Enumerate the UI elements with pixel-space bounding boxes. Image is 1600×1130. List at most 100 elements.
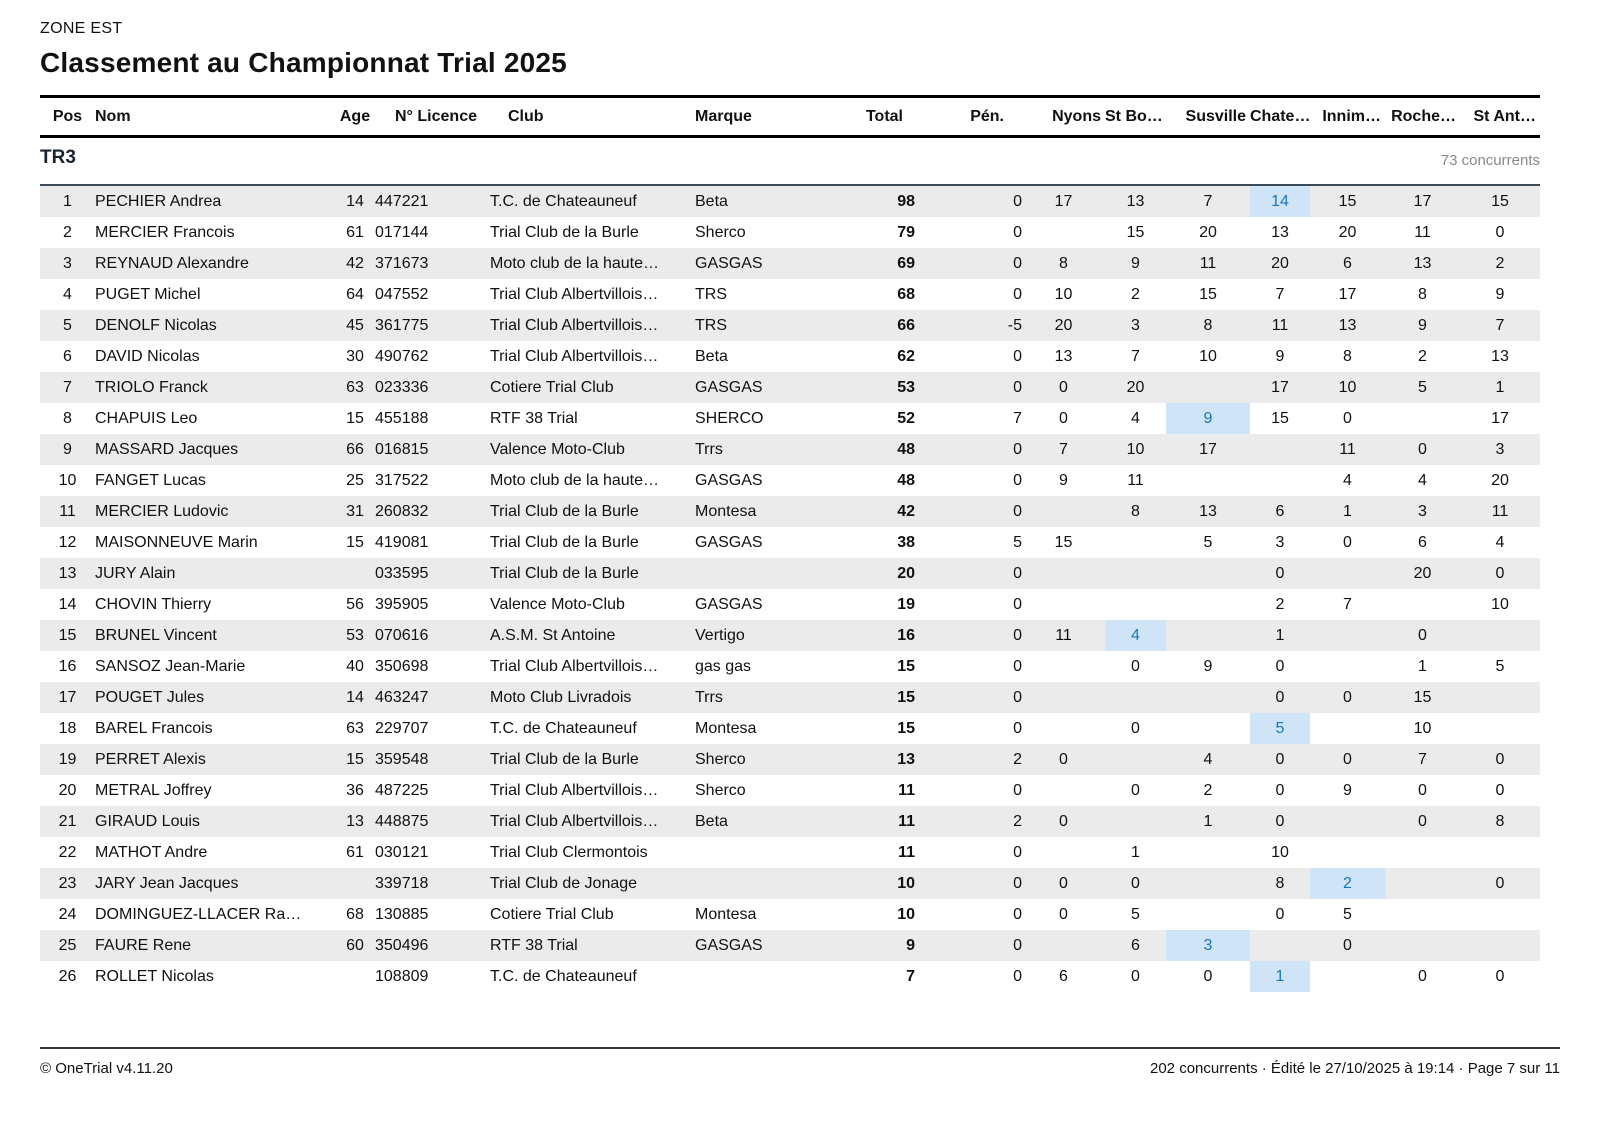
cell-event-innim: 0 bbox=[1310, 682, 1385, 713]
table-row: 21 GIRAUD Louis 13 448875 Trial Club Alb… bbox=[40, 806, 1540, 837]
cell-event-st-ant: 15 bbox=[1460, 185, 1540, 217]
cell-club: Trial Club Albertvillois… bbox=[490, 657, 659, 675]
cell-event-nyons: 6 bbox=[1059, 967, 1068, 985]
cell-club: Trial Club de la Burle bbox=[490, 533, 639, 551]
cell-event-nyons: 0 bbox=[1059, 409, 1068, 427]
cell-event-st-ant: 1 bbox=[1460, 372, 1540, 403]
cell-event-chate: 1 bbox=[1250, 620, 1310, 651]
cell-event-innim: 10 bbox=[1310, 372, 1385, 403]
results-table: Pos Nom Age N° Licence Club Marque Total… bbox=[40, 95, 1540, 992]
cell-age: 66 bbox=[335, 434, 375, 465]
cell-club: Valence Moto-Club bbox=[490, 595, 625, 613]
cell-pos: 20 bbox=[58, 781, 77, 799]
cell-event-st-ant: 17 bbox=[1491, 409, 1509, 427]
cell-licence: 350496 bbox=[375, 930, 490, 961]
col-header-total: Total bbox=[800, 95, 915, 138]
col-header-event-chate: Chate… bbox=[1250, 95, 1310, 138]
cell-event-st-bo: 4 bbox=[1131, 409, 1140, 427]
cell-marque bbox=[695, 837, 800, 868]
cell-nom: METRAL Joffrey bbox=[95, 781, 212, 799]
cell-event-chate: 20 bbox=[1250, 248, 1310, 279]
cell-age bbox=[335, 558, 375, 589]
table-header-row: Pos Nom Age N° Licence Club Marque Total… bbox=[40, 95, 1540, 138]
cell-total: 69 bbox=[800, 248, 915, 279]
table-row: 24 DOMINGUEZ-LLACER Ra… 68 130885 Cotier… bbox=[40, 899, 1540, 930]
cell-age: 61 bbox=[346, 843, 364, 861]
cell-event-susville: 5 bbox=[1203, 533, 1213, 551]
cell-event-innim: 4 bbox=[1343, 471, 1352, 489]
cell-total: 11 bbox=[898, 781, 915, 799]
cell-licence: 447221 bbox=[375, 185, 490, 217]
cell-event-susville: 17 bbox=[1166, 434, 1250, 465]
cell-event-st-bo: 15 bbox=[1126, 223, 1145, 241]
cell-event-chate: 5 bbox=[1250, 713, 1310, 744]
category-competitor-count: 73 concurrents bbox=[1440, 152, 1540, 169]
cell-event-st-bo: 3 bbox=[1105, 310, 1166, 341]
cell-nom: PERRET Alexis bbox=[95, 744, 335, 775]
table-row: 23 JARY Jean Jacques 339718 Trial Club d… bbox=[40, 868, 1540, 899]
cell-nom: JURY Alain bbox=[95, 558, 335, 589]
cell-event-st-ant: 0 bbox=[1495, 967, 1505, 985]
cell-event-roche: 8 bbox=[1418, 285, 1427, 303]
cell-licence: 260832 bbox=[375, 496, 490, 527]
cell-marque: TRS bbox=[695, 310, 800, 341]
table-row: 26 ROLLET Nicolas 108809 T.C. de Chateau… bbox=[40, 961, 1540, 992]
cell-total: 62 bbox=[897, 347, 915, 365]
cell-event-chate bbox=[1250, 465, 1310, 496]
cell-event-nyons: 0 bbox=[1022, 806, 1105, 837]
cell-event-nyons: 11 bbox=[1022, 620, 1105, 651]
cell-event-st-bo: 7 bbox=[1131, 347, 1140, 365]
cell-age: 53 bbox=[335, 620, 375, 651]
cell-event-innim bbox=[1310, 620, 1385, 651]
cell-total: 16 bbox=[800, 620, 915, 651]
cell-penalty: 0 bbox=[1013, 905, 1022, 923]
cell-club: RTF 38 Trial bbox=[490, 409, 578, 427]
cell-age: 60 bbox=[335, 930, 375, 961]
cell-club: Cotiere Trial Club bbox=[490, 372, 695, 403]
cell-event-st-ant bbox=[1460, 620, 1540, 651]
cell-penalty: 0 bbox=[1013, 471, 1022, 489]
cell-penalty: 0 bbox=[915, 185, 1022, 217]
cell-club: Valence Moto-Club bbox=[490, 434, 695, 465]
cell-licence: 359548 bbox=[375, 744, 490, 775]
cell-pos: 18 bbox=[58, 719, 77, 737]
cell-licence: 070616 bbox=[375, 620, 490, 651]
cell-event-chate: 17 bbox=[1250, 372, 1310, 403]
page-title: Classement au Championnat Trial 2025 bbox=[40, 47, 567, 78]
cell-total: 10 bbox=[897, 905, 915, 923]
cell-event-roche: 15 bbox=[1385, 682, 1460, 713]
cell-nom: ROLLET Nicolas bbox=[95, 967, 214, 985]
cell-marque: GASGAS bbox=[695, 595, 763, 613]
cell-event-chate: 10 bbox=[1271, 843, 1289, 861]
cell-nom: MERCIER Ludovic bbox=[95, 496, 335, 527]
cell-marque: Beta bbox=[695, 185, 800, 217]
cell-marque: Montesa bbox=[695, 905, 757, 923]
cell-event-st-bo: 13 bbox=[1105, 185, 1166, 217]
cell-event-chate: 13 bbox=[1271, 223, 1289, 241]
cell-event-innim: 20 bbox=[1338, 223, 1357, 241]
category-section-row: TR3 73 concurrents bbox=[40, 136, 1540, 186]
cell-pos: 8 bbox=[63, 409, 72, 427]
cell-total: 68 bbox=[897, 285, 915, 303]
cell-nom: FANGET Lucas bbox=[95, 471, 206, 489]
cell-event-innim: 15 bbox=[1310, 185, 1385, 217]
cell-club: A.S.M. St Antoine bbox=[490, 620, 695, 651]
cell-licence: 016815 bbox=[375, 434, 490, 465]
table-row: 8 CHAPUIS Leo 15 455188 RTF 38 Trial SHE… bbox=[40, 403, 1540, 434]
footer-edition-info: 202 concurrents · Édité le 27/10/2025 à … bbox=[1150, 1060, 1560, 1077]
cell-event-susville: 15 bbox=[1199, 285, 1217, 303]
cell-nom: DAVID Nicolas bbox=[95, 347, 200, 365]
cell-club: Cotiere Trial Club bbox=[490, 905, 614, 923]
col-header-pos: Pos bbox=[40, 95, 95, 138]
cell-event-nyons bbox=[1022, 775, 1105, 806]
cell-pos: 24 bbox=[58, 905, 77, 923]
cell-age: 45 bbox=[335, 310, 375, 341]
col-header-event-roche: Roche… bbox=[1385, 95, 1460, 138]
cell-event-nyons: 0 bbox=[1022, 744, 1105, 775]
cell-licence: 033595 bbox=[375, 558, 490, 589]
cell-marque: Trrs bbox=[695, 682, 800, 713]
cell-nom: JARY Jean Jacques bbox=[95, 868, 335, 899]
cell-penalty: 0 bbox=[1013, 719, 1022, 737]
cell-event-susville: 1 bbox=[1166, 806, 1250, 837]
cell-licence: 108809 bbox=[375, 967, 429, 985]
